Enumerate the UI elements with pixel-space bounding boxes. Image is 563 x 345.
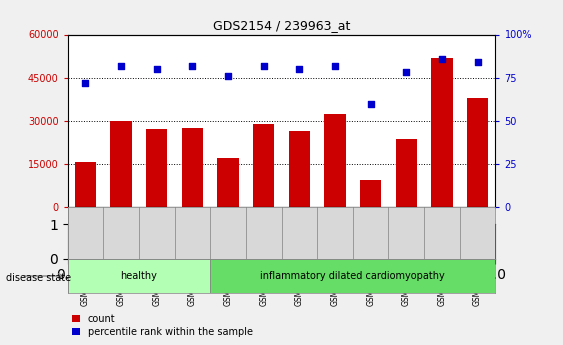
Point [117,63,126,68]
Point [402,70,411,75]
Point [224,73,233,79]
Bar [217,158,239,207]
Legend: count, percentile rank within the sample: count, percentile rank within the sample [73,314,253,337]
Bar [210,259,495,293]
Bar [146,129,167,207]
Point [152,66,161,72]
Bar [182,128,203,207]
Point [188,63,197,68]
Text: healthy: healthy [120,271,157,281]
Bar [110,121,132,207]
Point [437,56,446,61]
Point [473,59,482,65]
Bar [360,180,381,207]
Text: disease state: disease state [6,273,71,283]
Point [259,63,268,68]
Bar [467,98,488,207]
Point [330,63,339,68]
Point [295,66,304,72]
Bar [68,259,210,293]
Bar [396,139,417,207]
Bar [431,58,453,207]
Bar [253,124,274,207]
Bar [75,162,96,207]
Bar [324,114,346,207]
Point [81,80,90,86]
Title: GDS2154 / 239963_at: GDS2154 / 239963_at [213,19,350,32]
Bar [289,131,310,207]
Point [366,101,375,106]
Text: inflammatory dilated cardiomyopathy: inflammatory dilated cardiomyopathy [261,271,445,281]
